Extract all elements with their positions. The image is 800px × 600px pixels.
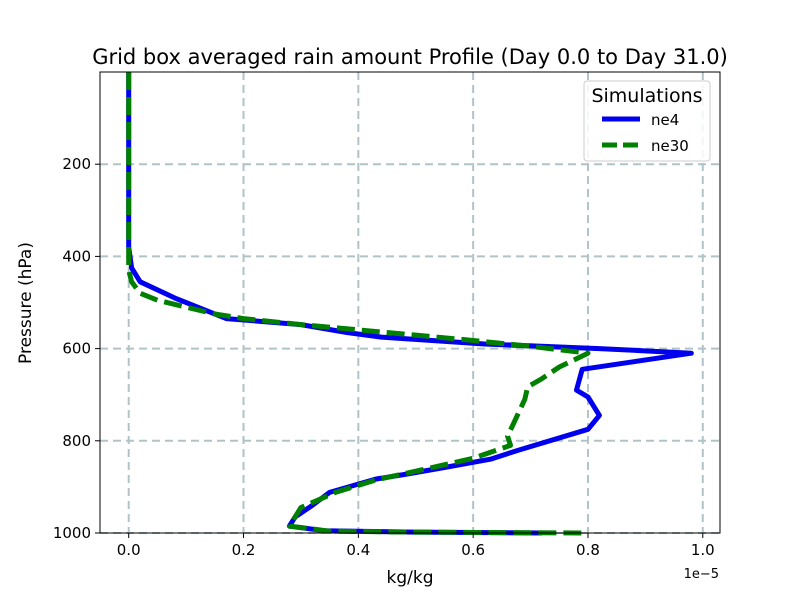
x-tick-label: 0.8 — [576, 541, 600, 559]
x-axis-label: kg/kg — [387, 568, 434, 588]
series-line-ne30 — [126, 72, 591, 536]
x-tick-label: 1.0 — [691, 541, 715, 559]
legend-title: Simulations — [591, 85, 702, 107]
legend-label-ne4: ne4 — [651, 111, 679, 129]
legend-label-ne30: ne30 — [651, 137, 689, 155]
x-tick-label: 0.4 — [346, 541, 370, 559]
legend-box — [583, 80, 711, 162]
series-layer — [126, 72, 694, 536]
tick-layer: 0.0 0.2 0.4 0.6 0.8 1.0 200 400 600 800 1000 — [53, 155, 715, 559]
chart-title: Grid box averaged rain amount Profile (D… — [92, 45, 728, 69]
x-offset-label: 1e−5 — [684, 567, 719, 582]
y-tick-label: 1000 — [53, 524, 91, 542]
y-tick-label: 800 — [62, 432, 91, 450]
x-tick-label: 0.6 — [461, 541, 485, 559]
y-axis-label: Pressure (hPa) — [16, 242, 36, 364]
y-tick-label: 600 — [62, 340, 91, 358]
y-tick-label: 400 — [62, 247, 91, 265]
x-tick-label: 0.2 — [232, 541, 256, 559]
y-tick-label: 200 — [62, 155, 91, 173]
grid-layer — [100, 72, 720, 534]
x-tick-label: 0.0 — [117, 541, 141, 559]
plot-frame — [99, 71, 721, 534]
legend: Simulations ne4 ne30 — [583, 80, 711, 162]
